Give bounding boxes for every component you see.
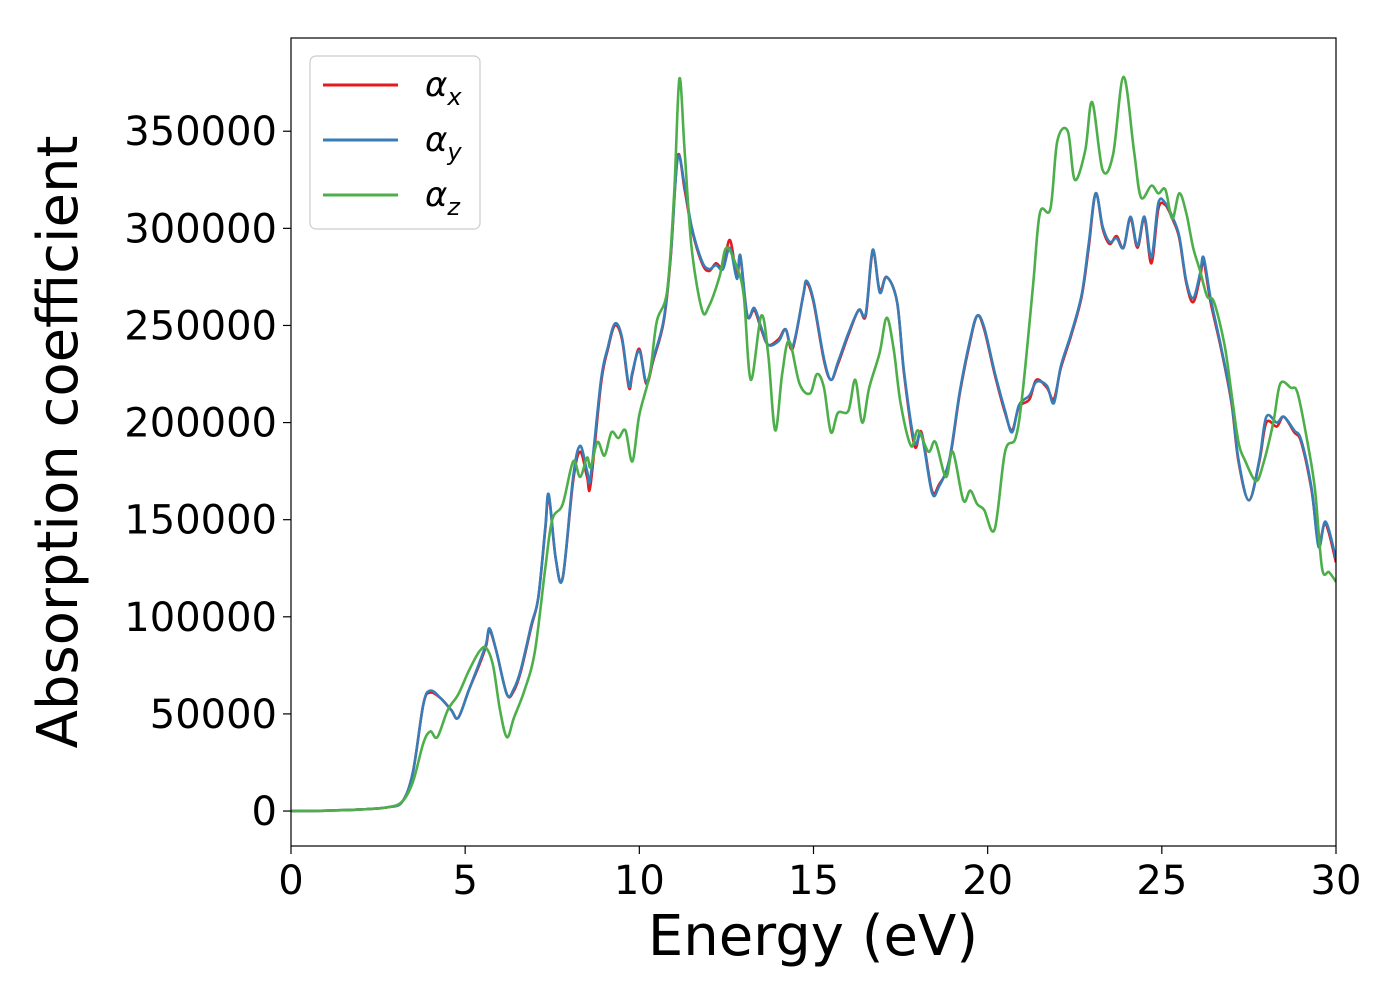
x-tick-label: 30 xyxy=(1311,858,1362,904)
x-axis-ticks: 0 5 10 15 20 25 30 xyxy=(278,846,1361,904)
y-axis-ticks: 0 50000 100000 150000 200000 250000 300000 3500… xyxy=(124,109,291,835)
x-tick-label: 25 xyxy=(1136,858,1187,904)
y-axis-title: Absorption coefficient xyxy=(26,136,91,749)
x-axis-title: Energy (eV) xyxy=(648,904,978,969)
x-tick-label: 0 xyxy=(278,858,303,904)
legend-box xyxy=(309,55,481,230)
y-tick-label: 50000 xyxy=(150,692,277,738)
x-tick-label: 15 xyxy=(788,858,839,904)
y-tick-label: 350000 xyxy=(124,109,277,155)
series-line-y xyxy=(291,154,1336,813)
y-tick-label: 250000 xyxy=(124,303,277,349)
y-tick-label: 300000 xyxy=(124,206,277,252)
y-tick-label: 100000 xyxy=(124,595,277,641)
x-tick-label: 5 xyxy=(452,858,477,904)
series-layer xyxy=(291,75,1336,813)
y-tick-label: 0 xyxy=(252,789,277,835)
y-tick-label: 150000 xyxy=(124,498,277,544)
y-tick-label: 200000 xyxy=(124,401,277,447)
x-tick-label: 20 xyxy=(962,858,1013,904)
x-tick-label: 10 xyxy=(614,858,665,904)
series-line-z xyxy=(291,75,1336,813)
